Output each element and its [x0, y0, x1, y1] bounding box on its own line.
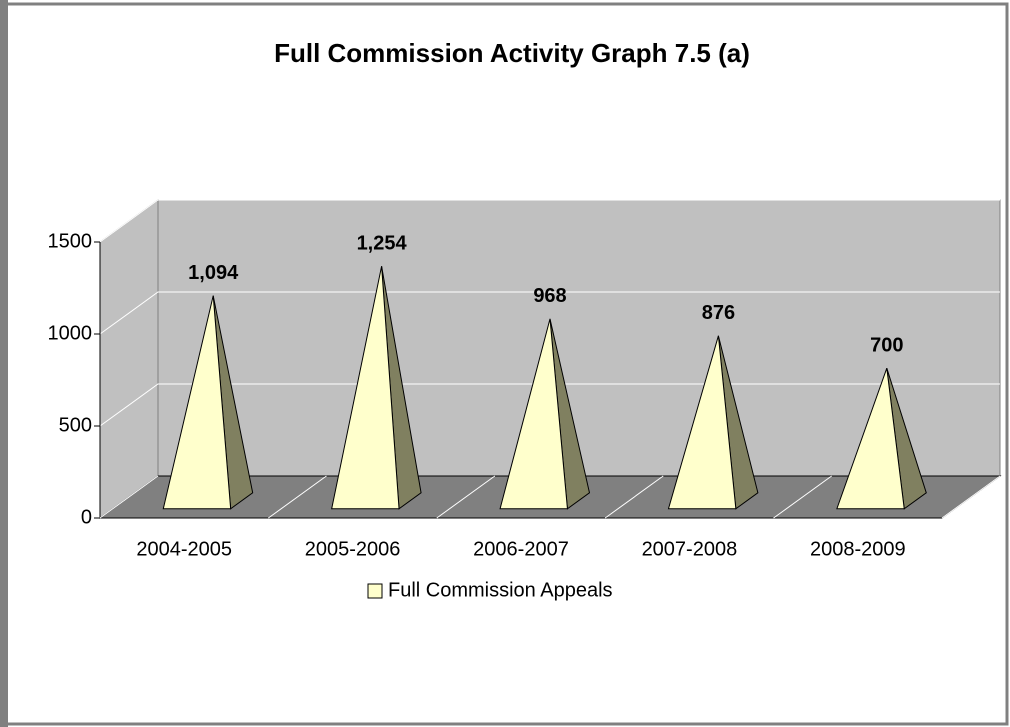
y-tick-label: 1500 — [48, 230, 93, 252]
pyramid-front — [162, 295, 232, 510]
side-wall — [99, 199, 159, 519]
y-tick-label: 500 — [59, 414, 92, 436]
data-label: 968 — [533, 285, 566, 307]
floor-divider — [436, 475, 496, 519]
data-label: 1,254 — [357, 233, 408, 255]
grid-line — [99, 199, 1000, 243]
data-label: 700 — [870, 334, 903, 356]
x-tick-label: 2008-2009 — [810, 538, 906, 560]
pyramid-front — [499, 318, 568, 510]
pyramid-front — [331, 266, 400, 510]
floor-divider — [941, 475, 1001, 519]
floor-divider — [773, 475, 832, 519]
x-tick-label: 2004-2005 — [136, 538, 232, 560]
floor-divider — [604, 475, 664, 519]
floor-divider — [268, 475, 327, 519]
legend-swatch — [367, 583, 383, 599]
x-tick-label: 2007-2008 — [642, 538, 738, 560]
x-tick-label: 2006-2007 — [473, 538, 569, 560]
grid-line — [99, 291, 1000, 335]
chart-title: Full Commission Activity Graph 7.5 (a) — [274, 38, 750, 68]
pyramid-front — [667, 335, 737, 510]
frame-edge — [0, 0, 8, 727]
y-tick-label: 0 — [81, 506, 92, 528]
pyramid-front — [836, 368, 905, 510]
data-label: 876 — [702, 302, 735, 324]
data-label: 1,094 — [188, 262, 239, 284]
x-tick-label: 2005-2006 — [305, 538, 401, 560]
legend-label: Full Commission Appeals — [388, 579, 613, 601]
floor-divider — [99, 475, 159, 519]
y-tick-label: 1000 — [48, 322, 93, 344]
